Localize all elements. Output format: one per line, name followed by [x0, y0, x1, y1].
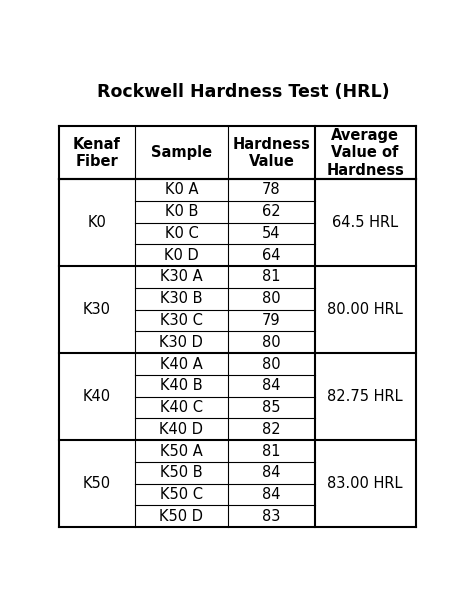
Text: K0 D: K0 D: [164, 248, 199, 263]
Text: 84: 84: [262, 465, 281, 480]
Text: K50 C: K50 C: [160, 487, 203, 502]
Text: 64.5 HRL: 64.5 HRL: [332, 215, 398, 230]
Text: Rockwell Hardness Test (HRL): Rockwell Hardness Test (HRL): [97, 83, 389, 101]
Text: 83: 83: [262, 509, 281, 524]
Text: 80: 80: [262, 356, 281, 371]
Text: 54: 54: [262, 226, 281, 241]
Text: K30: K30: [83, 302, 111, 317]
Text: 84: 84: [262, 378, 281, 393]
Text: K50 B: K50 B: [160, 465, 203, 480]
Text: K0: K0: [88, 215, 106, 230]
Text: 62: 62: [262, 204, 281, 219]
Text: K40: K40: [83, 389, 111, 404]
Text: 81: 81: [262, 270, 281, 284]
Text: 84: 84: [262, 487, 281, 502]
Text: 85: 85: [262, 400, 281, 415]
Text: 80: 80: [262, 292, 281, 306]
Text: K40 C: K40 C: [160, 400, 203, 415]
Text: K40 B: K40 B: [160, 378, 203, 393]
Text: 82.75 HRL: 82.75 HRL: [327, 389, 403, 404]
Text: Average
Value of
Hardness: Average Value of Hardness: [326, 128, 404, 178]
Text: K40 D: K40 D: [159, 422, 203, 437]
Text: Sample: Sample: [151, 145, 212, 160]
Text: 82: 82: [262, 422, 281, 437]
Text: K50 A: K50 A: [160, 444, 203, 459]
Text: K0 C: K0 C: [164, 226, 198, 241]
Text: 83.00 HRL: 83.00 HRL: [328, 476, 403, 491]
Text: K50 D: K50 D: [159, 509, 203, 524]
Text: 78: 78: [262, 183, 281, 198]
Text: K40 A: K40 A: [160, 356, 203, 371]
Text: K0 A: K0 A: [164, 183, 198, 198]
Text: K30 B: K30 B: [160, 292, 203, 306]
Text: Kenaf
Fiber: Kenaf Fiber: [73, 136, 121, 169]
Text: 64: 64: [262, 248, 281, 263]
Text: K30 C: K30 C: [160, 313, 203, 328]
Text: 80: 80: [262, 335, 281, 350]
Text: 81: 81: [262, 444, 281, 459]
Text: K30 D: K30 D: [159, 335, 203, 350]
Text: 79: 79: [262, 313, 281, 328]
Text: K50: K50: [83, 476, 111, 491]
Text: Hardness
Value: Hardness Value: [232, 136, 310, 169]
Text: K30 A: K30 A: [160, 270, 203, 284]
Text: K0 B: K0 B: [164, 204, 198, 219]
Text: 80.00 HRL: 80.00 HRL: [327, 302, 403, 317]
